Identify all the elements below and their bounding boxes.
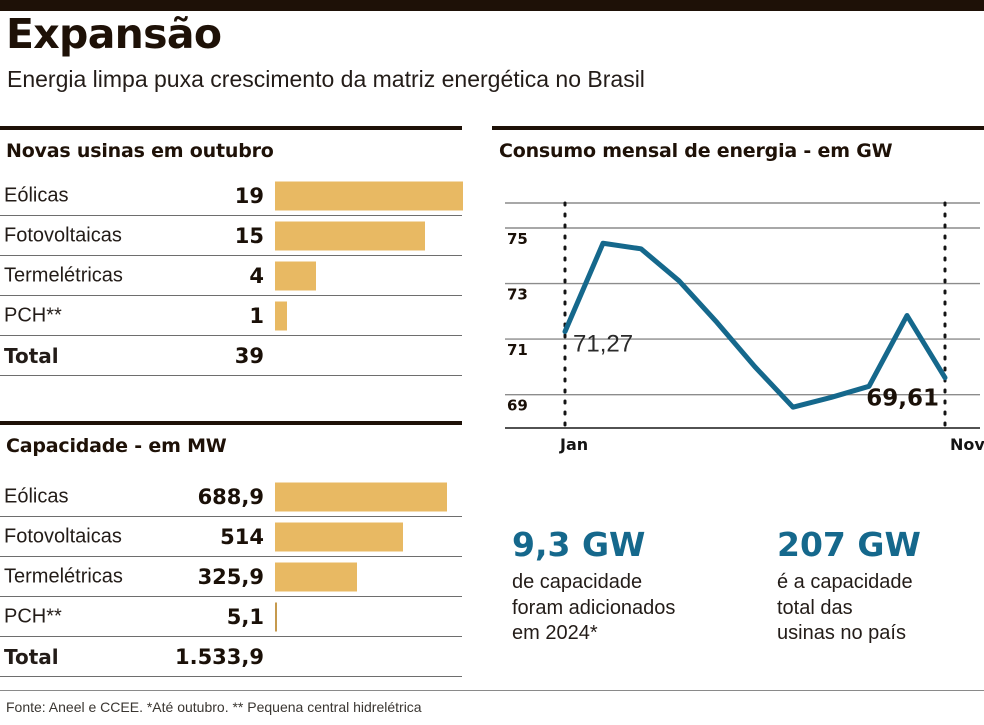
x-axis-tick-label-start: Jan xyxy=(559,435,588,454)
y-axis-tick-label: 69 xyxy=(507,397,528,415)
plants-section-rule xyxy=(0,126,462,130)
source-note: Fonte: Aneel e CCEE. *Até outubro. ** Pe… xyxy=(6,699,422,715)
table-row-total: Total 1.533,9 xyxy=(0,637,462,677)
stat-added-capacity: 9,3 GW de capacidade foram adicionados e… xyxy=(512,528,752,647)
total-value: 39 xyxy=(234,343,264,368)
plants-table: Eólicas 19 Fotovoltaicas 15 Termelétrica… xyxy=(0,176,463,376)
row-bar xyxy=(275,261,316,290)
total-label: Total xyxy=(4,343,59,368)
row-value: 4 xyxy=(249,263,264,288)
row-label: Termelétricas xyxy=(4,565,123,587)
row-value: 514 xyxy=(220,524,264,549)
capacity-section-title: Capacidade - em MW xyxy=(6,435,227,457)
page-title: Expansão xyxy=(6,10,222,58)
row-bar xyxy=(275,602,277,631)
data-line-series xyxy=(562,240,948,410)
table-row: Termelétricas 4 xyxy=(0,256,462,296)
chart-section-rule xyxy=(492,126,984,130)
row-bar xyxy=(275,482,447,511)
table-row: Fotovoltaicas 15 xyxy=(0,216,462,256)
chart-section-title: Consumo mensal de energia - em GW xyxy=(499,140,893,162)
table-row: Termelétricas 325,9 xyxy=(0,557,462,597)
table-row: Eólicas 19 xyxy=(0,176,463,216)
row-value: 15 xyxy=(234,223,264,248)
row-bar xyxy=(275,181,463,210)
row-value: 688,9 xyxy=(197,484,264,509)
total-value: 1.533,9 xyxy=(174,644,264,669)
footer-divider xyxy=(0,690,984,691)
row-label: Fotovoltaicas xyxy=(4,224,122,246)
stat-total-capacity: 207 GW é a capacidade total das usinas n… xyxy=(777,528,984,647)
row-label: PCH** xyxy=(4,605,62,627)
table-row: Eólicas 688,9 xyxy=(0,477,462,517)
row-bar xyxy=(275,221,425,250)
page-subtitle: Energia limpa puxa crescimento da matriz… xyxy=(7,66,645,92)
table-row: PCH** 5,1 xyxy=(0,597,462,637)
annotation-start-value: 71,27 xyxy=(573,331,633,358)
row-value: 19 xyxy=(234,183,264,208)
row-value: 325,9 xyxy=(197,564,264,589)
row-bar xyxy=(275,562,357,591)
table-row: Fotovoltaicas 514 xyxy=(0,517,462,557)
y-axis-tick-label: 75 xyxy=(507,230,528,248)
row-value: 1 xyxy=(249,303,264,328)
plants-section-title: Novas usinas em outubro xyxy=(6,140,274,162)
annotation-end-value: 69,61 xyxy=(866,386,939,412)
row-value: 5,1 xyxy=(226,604,264,629)
consumption-line-chart: 75 73 71 69 Jan Nov 71,27 69,61 xyxy=(492,190,984,460)
row-label: Eólicas xyxy=(4,184,69,206)
table-row: PCH** 1 xyxy=(0,296,462,336)
chart-canvas: 75 73 71 69 Jan Nov 71,27 69,61 xyxy=(505,201,984,454)
stat-description: é a capacidade total das usinas no país xyxy=(777,571,913,645)
y-axis-tick-label: 71 xyxy=(507,341,528,359)
top-rule xyxy=(0,0,984,11)
capacity-section-rule xyxy=(0,421,462,425)
row-bar xyxy=(275,522,403,551)
row-bar xyxy=(275,301,287,330)
table-row-total: Total 39 xyxy=(0,336,462,376)
capacity-table: Eólicas 688,9 Fotovoltaicas 514 Termelét… xyxy=(0,477,462,677)
x-axis-tick-label-end: Nov xyxy=(950,435,984,454)
stat-number: 9,3 GW xyxy=(512,525,646,564)
stat-number: 207 GW xyxy=(777,525,921,564)
row-label: PCH** xyxy=(4,304,62,326)
stat-description: de capacidade foram adicionados em 2024* xyxy=(512,571,676,645)
row-label: Eólicas xyxy=(4,485,69,507)
y-axis-tick-label: 73 xyxy=(507,286,528,304)
row-label: Termelétricas xyxy=(4,264,123,286)
total-label: Total xyxy=(4,644,59,669)
row-label: Fotovoltaicas xyxy=(4,525,122,547)
